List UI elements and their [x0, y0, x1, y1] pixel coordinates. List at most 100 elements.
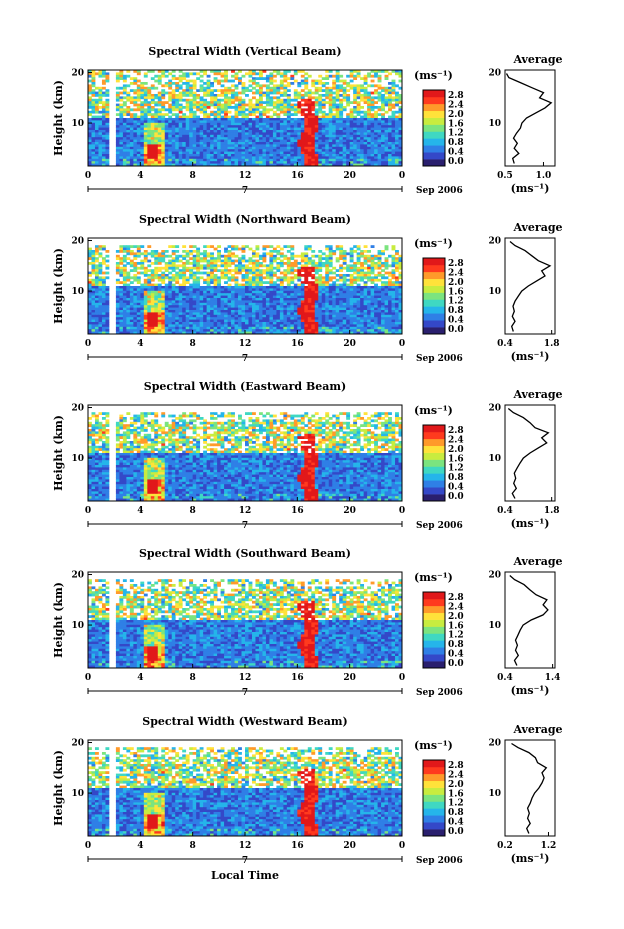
heatmap-cell [189, 142, 194, 145]
heatmap-cell [276, 295, 281, 299]
heatmap-cell [265, 288, 270, 292]
heatmap-cell [356, 149, 361, 152]
heatmap-cell [210, 91, 214, 95]
heatmap-cell [133, 144, 138, 148]
heatmap-cell [342, 89, 347, 92]
heatmap-cell [178, 84, 183, 88]
heatmap-cell [353, 110, 358, 114]
heatmap-cell [353, 77, 358, 80]
heatmap-cell [150, 127, 155, 131]
heatmap-cell [129, 295, 134, 299]
heatmap-cell [339, 250, 344, 253]
heatmap-cell [91, 146, 96, 150]
heatmap-cell [98, 290, 103, 294]
heatmap-cell [290, 290, 295, 294]
heatmap-cell [126, 139, 131, 143]
heatmap-cell [94, 106, 99, 109]
heatmap-cell [377, 300, 382, 304]
heatmap-cell [185, 86, 190, 90]
heatmap-cell [293, 293, 298, 296]
heatmap-cell [279, 101, 284, 104]
heatmap-cell [269, 298, 274, 301]
heatmap-cell [115, 130, 120, 133]
heatmap-cell [384, 118, 389, 121]
heatmap-cell [255, 110, 260, 114]
heatmap-cell [300, 154, 305, 157]
heatmap-cell [122, 245, 127, 248]
heatmap-cell [388, 158, 392, 162]
heatmap-cell [346, 120, 351, 124]
heatmap-cell [171, 278, 176, 282]
heatmap-cell [136, 96, 141, 100]
heatmap-cell [248, 72, 253, 76]
heatmap-cell [265, 276, 270, 280]
heatmap-cell [101, 310, 106, 313]
heatmap-cell [203, 264, 208, 268]
heatmap-cell [199, 86, 204, 90]
heatmap-cell [133, 254, 138, 258]
heatmap-cell [147, 295, 152, 299]
heatmap-cell [196, 264, 201, 268]
heatmap-cell [377, 262, 382, 265]
heatmap-cell [279, 278, 284, 282]
heatmap-cell [227, 288, 232, 292]
heatmap-cell [269, 259, 274, 263]
heatmap-cell [189, 288, 194, 292]
heatmap-cell [129, 96, 134, 100]
heatmap-cell [182, 94, 187, 97]
heatmap-cell [231, 259, 235, 263]
heatmap-cell [342, 307, 347, 311]
heatmap-cell [384, 151, 389, 155]
heatmap-cell [381, 300, 385, 304]
heatmap-cell [175, 146, 180, 150]
heatmap-cell [258, 70, 263, 73]
heatmap-cell [391, 89, 396, 92]
heatmap-cell [251, 161, 256, 164]
heatmap-cell [262, 305, 267, 308]
heatmap-cell [318, 127, 323, 131]
heatmap-cell [224, 293, 228, 296]
heatmap-cell [178, 293, 183, 296]
heatmap-cell [321, 127, 326, 131]
heatmap-cell [234, 295, 239, 299]
heatmap-cell [248, 132, 253, 136]
heatmap-cell [105, 130, 110, 133]
heatmap-cell [374, 156, 378, 160]
heatmap-cell [286, 96, 291, 100]
heatmap-cell [234, 271, 239, 275]
heatmap-cell [140, 245, 145, 248]
heatmap-cell [339, 120, 344, 124]
heatmap-cell [133, 79, 138, 83]
heatmap-cell [115, 72, 120, 76]
heatmap-cell [269, 286, 274, 289]
heatmap-cell [88, 74, 92, 78]
heatmap-cell [136, 127, 141, 131]
heatmap-cell [185, 286, 190, 289]
heatmap-cell [321, 77, 326, 80]
heatmap-cell [311, 310, 316, 313]
heatmap-cell [122, 288, 127, 292]
heatmap-cell [161, 271, 166, 275]
heatmap-cell [325, 276, 330, 280]
heatmap-cell [265, 264, 270, 268]
heatmap-cell [384, 86, 389, 90]
heatmap-cell [220, 262, 225, 265]
heatmap-cell [248, 307, 253, 311]
heatmap-cell [224, 310, 228, 313]
heatmap-cell [367, 120, 371, 124]
heatmap-cell [220, 274, 225, 277]
heatmap-cell [325, 274, 330, 277]
heatmap-cell [182, 132, 187, 136]
heatmap-cell [105, 115, 110, 119]
heatmap-cell [171, 94, 176, 97]
heatmap-cell [332, 125, 337, 128]
heatmap-cell [258, 91, 263, 95]
heatmap-cell [115, 127, 120, 131]
heatmap-cell [290, 266, 295, 270]
heatmap-cell [248, 259, 253, 263]
heatmap-cell [157, 286, 162, 289]
heatmap-cell [122, 254, 127, 258]
colorbar-tick-label: 0.8 [448, 138, 464, 148]
heatmap-cell [367, 305, 371, 308]
heatmap-cell [370, 254, 375, 258]
